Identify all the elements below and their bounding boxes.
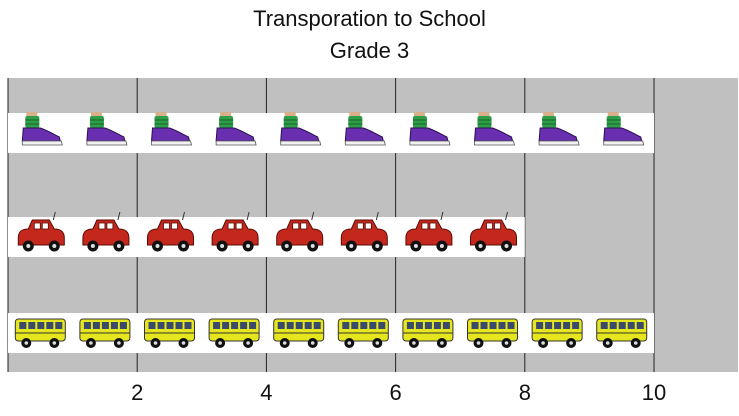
x-tick-label: 6	[389, 380, 401, 405]
chart-subtitle: Grade 3	[329, 38, 410, 63]
x-axis-ticks: 2 4 6 8 10	[131, 380, 666, 405]
x-tick-label: 10	[642, 380, 666, 405]
pictograph-row-car	[8, 211, 525, 257]
pictograph-row-walk	[8, 111, 655, 153]
chart-title: Transporation to School	[253, 6, 486, 31]
x-tick-label: 8	[519, 380, 531, 405]
x-tick-label: 2	[131, 380, 143, 405]
x-tick-label: 4	[260, 380, 272, 405]
pictograph-rows	[8, 111, 655, 353]
pictograph-row-bus	[8, 313, 655, 353]
